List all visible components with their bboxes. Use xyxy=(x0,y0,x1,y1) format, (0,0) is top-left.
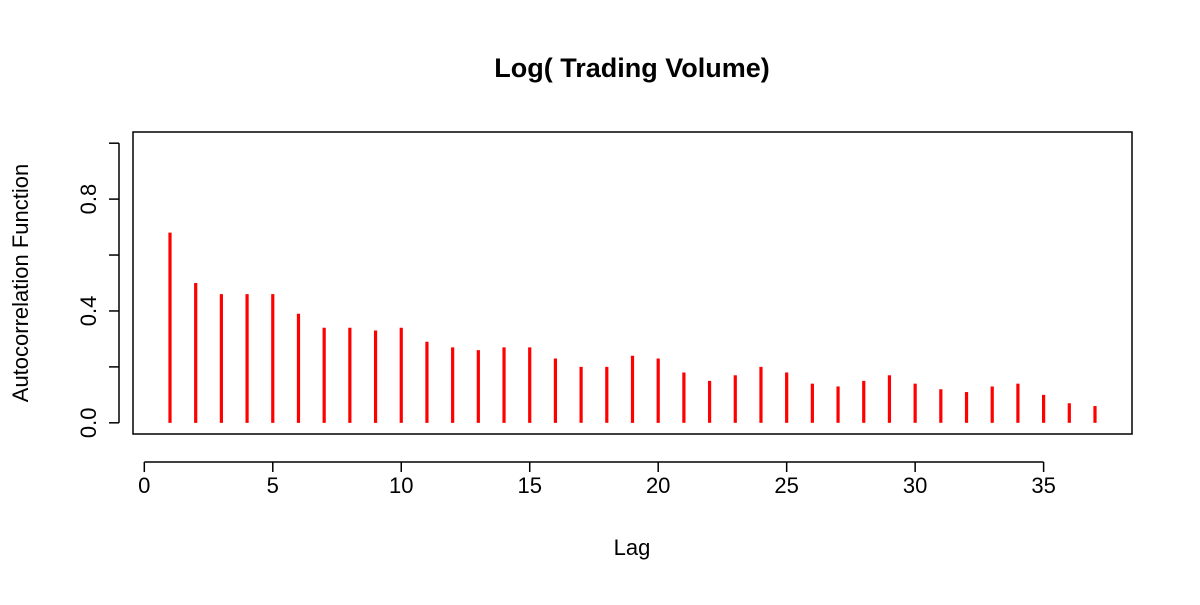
x-tick-label: 0 xyxy=(138,473,150,498)
y-tick-label: 0.4 xyxy=(76,296,101,327)
plot-frame xyxy=(132,131,1133,435)
x-tick-label: 10 xyxy=(389,473,413,498)
x-tick-label: 35 xyxy=(1031,473,1055,498)
y-tick-label: 0.8 xyxy=(76,184,101,215)
x-tick-label: 20 xyxy=(646,473,670,498)
x-axis-label: Lag xyxy=(614,535,651,560)
x-tick-label: 30 xyxy=(903,473,927,498)
y-axis-label: Autocorrelation Function xyxy=(8,164,33,402)
y-tick-label: 0.0 xyxy=(76,408,101,439)
x-tick-label: 5 xyxy=(267,473,279,498)
x-tick-label: 25 xyxy=(774,473,798,498)
x-tick-label: 15 xyxy=(517,473,541,498)
chart-title: Log( Trading Volume) xyxy=(494,53,769,83)
